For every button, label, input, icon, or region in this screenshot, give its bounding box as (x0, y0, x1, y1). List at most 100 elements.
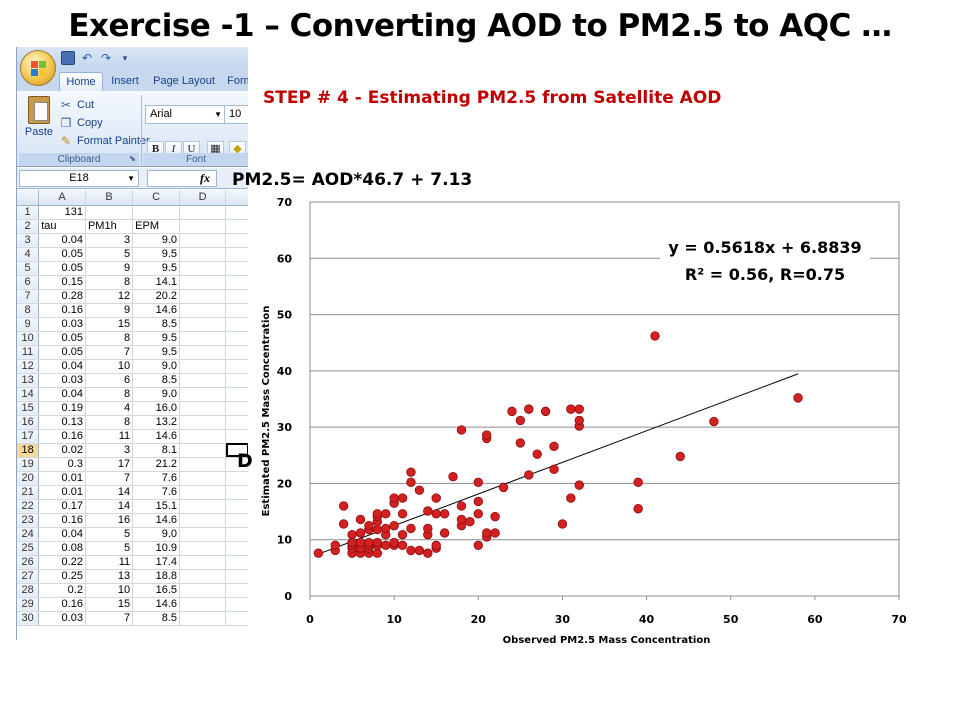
cell[interactable]: 8.1 (132, 443, 181, 458)
cell[interactable] (179, 289, 227, 304)
cut-button[interactable]: ✂ Cut (59, 96, 94, 114)
row-header[interactable]: 11 (17, 345, 40, 360)
row-header[interactable]: 14 (17, 387, 40, 402)
cell[interactable] (85, 205, 134, 220)
cell[interactable] (179, 429, 227, 444)
cell[interactable]: 0.01 (38, 471, 86, 486)
cell[interactable]: 0.04 (38, 233, 86, 248)
cell[interactable]: 14.6 (132, 597, 181, 612)
cell[interactable]: 17 (85, 457, 134, 472)
row-header[interactable]: 12 (17, 359, 40, 374)
cell[interactable]: 13 (85, 569, 134, 584)
tab-home[interactable]: Home (59, 72, 103, 91)
cell[interactable]: 0.04 (38, 527, 86, 542)
cell[interactable]: 9 (85, 303, 134, 318)
cell[interactable]: 0.03 (38, 317, 86, 332)
cell[interactable]: 0.05 (38, 261, 86, 276)
cell[interactable]: 12 (85, 289, 134, 304)
cell[interactable] (179, 275, 227, 290)
row-header[interactable]: 29 (17, 597, 40, 612)
cell[interactable]: 0.05 (38, 247, 86, 262)
cell[interactable]: 131 (38, 205, 86, 220)
cell[interactable]: 16 (85, 513, 134, 528)
cell[interactable]: 9.5 (132, 331, 181, 346)
cell[interactable]: 0.2 (38, 583, 86, 598)
cell[interactable] (225, 555, 248, 570)
cell[interactable] (225, 429, 248, 444)
cell[interactable]: 14 (85, 499, 134, 514)
cell[interactable]: 7 (85, 471, 134, 486)
cell[interactable]: 0.03 (38, 611, 86, 626)
cell[interactable]: 0.19 (38, 401, 86, 416)
column-header[interactable]: D (179, 190, 227, 206)
cell[interactable]: 0.22 (38, 555, 86, 570)
redo-icon[interactable]: ↷ (100, 51, 112, 65)
cell[interactable] (179, 373, 227, 388)
column-header[interactable] (225, 190, 248, 206)
cell[interactable]: 14.1 (132, 275, 181, 290)
cell[interactable]: 3 (85, 443, 134, 458)
cell[interactable]: 6 (85, 373, 134, 388)
cell[interactable] (179, 219, 227, 234)
cell[interactable]: 10 (85, 583, 134, 598)
copy-button[interactable]: ❐ Copy (59, 114, 103, 132)
cell[interactable]: 4 (85, 401, 134, 416)
cell[interactable]: PM1h (85, 219, 134, 234)
cell[interactable]: 0.05 (38, 331, 86, 346)
cell[interactable] (225, 401, 248, 416)
cell[interactable]: 7.6 (132, 485, 181, 500)
row-header[interactable]: 1 (17, 205, 40, 220)
cell[interactable] (179, 597, 227, 612)
cell[interactable]: 15.1 (132, 499, 181, 514)
cell[interactable] (179, 205, 227, 220)
cell[interactable] (179, 513, 227, 528)
cell[interactable]: 5 (85, 541, 134, 556)
cell[interactable]: 16.0 (132, 401, 181, 416)
cell[interactable] (225, 485, 248, 500)
cell[interactable]: 8.5 (132, 317, 181, 332)
cell[interactable]: 3 (85, 233, 134, 248)
undo-icon[interactable]: ↶ (81, 51, 93, 65)
row-header[interactable]: 9 (17, 317, 40, 332)
cell[interactable] (179, 387, 227, 402)
paste-button[interactable]: Paste (21, 96, 57, 150)
cell[interactable]: 9.5 (132, 261, 181, 276)
cell[interactable] (225, 527, 248, 542)
cell[interactable]: 8 (85, 415, 134, 430)
row-header[interactable]: 8 (17, 303, 40, 318)
cell[interactable] (179, 527, 227, 542)
row-header[interactable]: 19 (17, 457, 40, 472)
cell[interactable]: 9 (85, 261, 134, 276)
cell[interactable] (225, 331, 248, 346)
cell[interactable]: 7 (85, 345, 134, 360)
row-header[interactable]: 3 (17, 233, 40, 248)
name-box[interactable]: E18 ▼ (19, 170, 139, 187)
cell[interactable]: 16.5 (132, 583, 181, 598)
cell[interactable] (225, 289, 248, 304)
cell[interactable]: 0.25 (38, 569, 86, 584)
cell[interactable]: 15 (85, 317, 134, 332)
row-header[interactable]: 15 (17, 401, 40, 416)
save-icon[interactable] (61, 51, 75, 65)
cell[interactable]: 0.13 (38, 415, 86, 430)
cell[interactable] (225, 345, 248, 360)
cell[interactable]: 8 (85, 387, 134, 402)
row-header[interactable]: 27 (17, 569, 40, 584)
cell[interactable] (225, 457, 248, 472)
cell[interactable] (225, 373, 248, 388)
tab-page-layout[interactable]: Page Layout (153, 75, 215, 87)
cell[interactable] (179, 541, 227, 556)
row-header[interactable]: 10 (17, 331, 40, 346)
cell[interactable]: 10.9 (132, 541, 181, 556)
cell[interactable]: 11 (85, 429, 134, 444)
cell[interactable]: 0.04 (38, 359, 86, 374)
row-header[interactable]: 21 (17, 485, 40, 500)
cell[interactable] (179, 555, 227, 570)
cell[interactable] (225, 611, 248, 626)
clipboard-dialog-launcher-icon[interactable]: ⬊ (129, 154, 136, 163)
cell[interactable]: tau (38, 219, 86, 234)
cell[interactable] (179, 247, 227, 262)
insert-function-button[interactable]: fx (147, 170, 217, 187)
row-header[interactable]: 17 (17, 429, 40, 444)
cell[interactable] (132, 205, 181, 220)
